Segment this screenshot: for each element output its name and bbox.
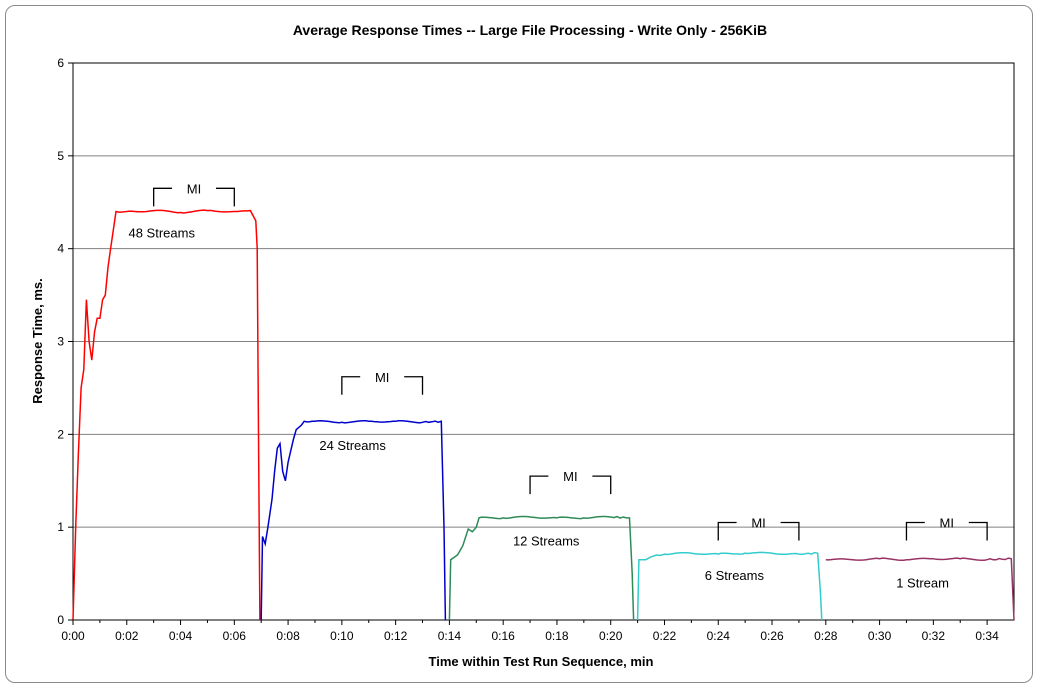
x-tick-label: 0:08 [276, 629, 300, 643]
mi-bracket-right [780, 521, 800, 541]
x-tick-label: 0:00 [61, 629, 85, 643]
x-tick-label: 0:20 [599, 629, 623, 643]
x-tick-label: 0:30 [868, 629, 892, 643]
series-line [448, 515, 635, 621]
mi-label: MI [751, 516, 765, 531]
y-tick-label: 3 [57, 335, 64, 349]
series-label: 1 Stream [896, 576, 949, 591]
series-label: 12 Streams [513, 534, 580, 549]
x-tick-label: 0:04 [169, 629, 193, 643]
y-tick-label: 2 [57, 427, 64, 441]
mi-label: MI [375, 370, 389, 385]
x-tick-label: 0:12 [384, 629, 408, 643]
series-labels: 48 Streams 24 Streams 12 Streams 6 Streams 1… [128, 226, 948, 591]
x-tick-label: 0:10 [330, 629, 354, 643]
x-tick-label: 0:24 [707, 629, 731, 643]
x-tick-label: 0:16 [491, 629, 515, 643]
x-axis-title: Time within Test Run Sequence, min [429, 654, 654, 669]
x-tick-label: 0:32 [922, 629, 946, 643]
mi-label: MI [187, 181, 201, 196]
series-line [636, 551, 823, 621]
series-line [825, 557, 1015, 621]
chart-title: Average Response Times -- Large File Pro… [293, 22, 767, 38]
y-tick-label: 4 [57, 242, 64, 256]
y-tick-label: 0 [57, 613, 64, 627]
x-tick-label: 0:26 [760, 629, 784, 643]
y-tick-label: 1 [57, 520, 64, 534]
y-tick-label: 5 [57, 149, 64, 163]
mi-bracket-left [529, 475, 549, 495]
y-axis-ticks: 0 1 2 3 4 5 6 [57, 56, 73, 627]
gridlines [73, 155, 1014, 528]
x-tick-label: 0:06 [223, 629, 247, 643]
series-label: 6 Streams [705, 568, 765, 583]
x-tick-label: 0:18 [545, 629, 569, 643]
mi-bracket-right [215, 187, 235, 207]
mi-label: MI [563, 469, 577, 484]
y-axis-title: Response Time, ms. [30, 278, 45, 403]
series-lines [72, 209, 1015, 621]
series-label: 48 Streams [128, 226, 195, 241]
series-line [260, 420, 447, 621]
mi-bracket-left [717, 521, 737, 541]
chart-frame [5, 5, 1033, 683]
x-tick-label: 0:14 [438, 629, 462, 643]
mi-markers: MI MI MI MI MI [153, 181, 988, 541]
mi-bracket-right [592, 475, 612, 495]
x-axis-ticks: 0:00 0:02 0:04 0:06 0:08 0:10 0:12 0:14 0:16 0:18… [61, 620, 999, 643]
series-line [72, 209, 261, 621]
x-tick-label: 0:02 [115, 629, 139, 643]
mi-bracket-right [404, 376, 424, 395]
mi-bracket-left [905, 521, 925, 541]
x-tick-label: 0:34 [975, 629, 999, 643]
series-label: 24 Streams [319, 438, 386, 453]
mi-bracket-left [153, 187, 172, 207]
mi-bracket-left [341, 376, 361, 395]
x-tick-label: 0:22 [653, 629, 677, 643]
y-tick-label: 6 [57, 56, 64, 70]
x-tick-label: 0:28 [814, 629, 838, 643]
mi-label: MI [940, 516, 954, 531]
mi-bracket-right [968, 521, 988, 541]
